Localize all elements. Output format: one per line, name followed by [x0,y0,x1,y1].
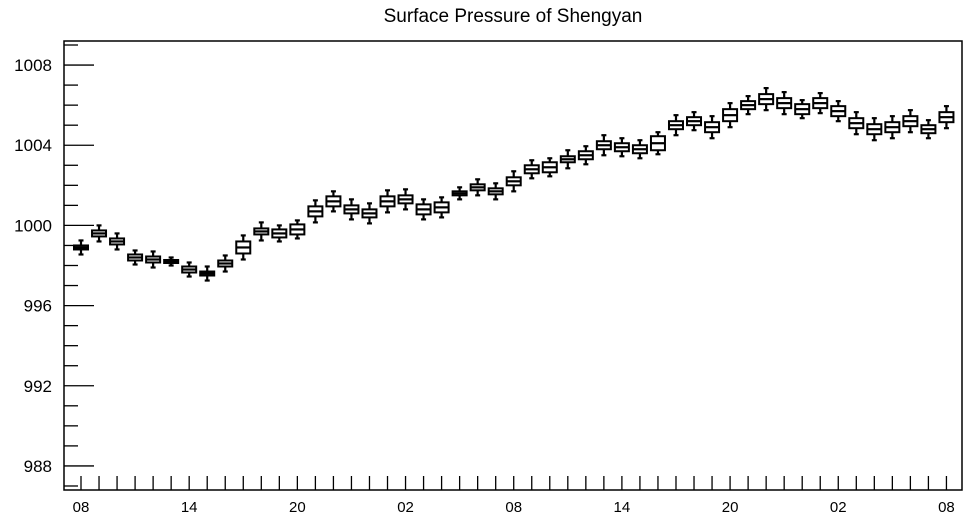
box-mark [163,256,180,267]
box-mark [559,149,576,170]
box-mark [343,198,360,221]
box-mark [613,137,630,158]
box-mark [307,199,324,224]
box-mark [704,115,721,140]
y-tick-label: 1000 [14,216,52,235]
y-tick-label: 992 [24,377,52,396]
y-tick-label: 1008 [14,56,52,75]
box-mark [91,224,108,243]
box-mark [740,95,757,116]
x-tick-label: 02 [397,499,414,516]
y-tick-label: 988 [24,457,52,476]
x-axis: 08 14 20 02 08 14 20 02 08 [73,476,955,516]
box-mark [794,99,811,120]
box-mark [938,105,955,130]
y-tick-label: 1004 [14,136,52,155]
box-series [73,87,955,282]
box-mark [379,189,396,214]
x-tick-label: 20 [722,499,739,516]
box-mark [469,178,486,197]
box-mark [289,219,306,240]
box-mark [253,221,270,242]
box-mark [649,131,666,156]
box-mark [577,145,594,166]
box-mark [451,186,468,201]
box-mark [631,139,648,160]
x-tick-label: 02 [830,499,847,516]
box-mark [181,261,198,278]
box-mark [776,91,793,116]
box-mark [667,114,684,137]
x-tick-label: 08 [505,499,522,516]
box-mark [902,109,919,134]
box-mark [235,234,252,261]
box-mark [73,239,89,256]
box-mark [271,224,288,243]
y-tick-label: 996 [24,297,52,316]
box-mark [884,115,901,140]
box-mark [722,102,739,129]
x-tick-label: 14 [614,499,631,516]
chart-title: Surface Pressure of Shengyan [384,6,643,27]
box-mark [415,198,432,221]
x-tick-label: 08 [73,499,90,516]
box-mark [397,188,414,211]
box-mark [325,190,342,213]
box-mark [866,117,883,142]
box-mark [812,92,829,115]
box-mark [541,157,558,178]
box-mark [595,134,612,157]
box-mark [686,111,703,132]
box-mark [361,202,378,225]
box-mark [758,87,775,112]
box-mark [433,196,450,219]
box-mark [848,111,865,136]
box-mark [830,100,847,123]
box-mark [487,182,504,201]
box-mark [523,159,540,180]
y-axis: 988 992 996 1000 1004 1008 [14,44,94,487]
box-mark [920,119,937,140]
box-mark [127,249,144,266]
x-tick-label: 14 [181,499,198,516]
box-mark [505,170,522,193]
x-tick-label: 08 [938,499,955,516]
box-mark [109,232,126,251]
box-mark [217,254,234,273]
x-tick-label: 20 [289,499,306,516]
box-mark [199,265,216,282]
box-mark [145,250,162,269]
